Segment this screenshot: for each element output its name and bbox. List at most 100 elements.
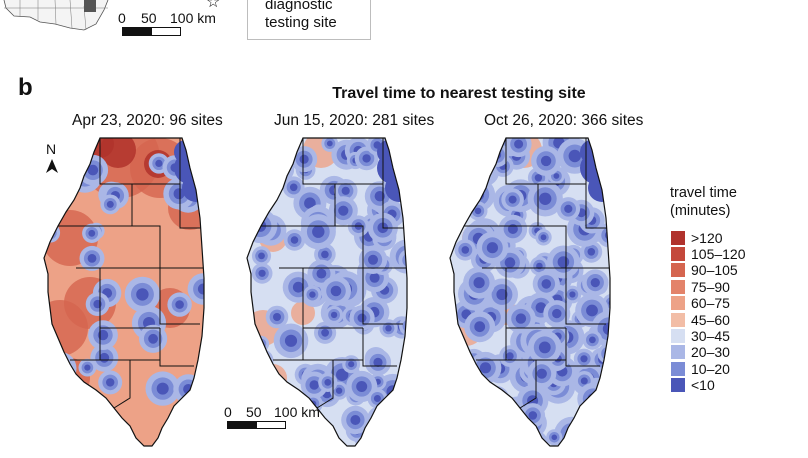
top-scale-tick-0: 0 — [118, 10, 126, 26]
testing-site-coverage — [505, 442, 514, 451]
testing-site-coverage — [290, 424, 298, 432]
legend-label: 60–75 — [691, 295, 730, 311]
testing-site-coverage — [50, 180, 74, 204]
testing-site-coverage — [591, 278, 600, 287]
testing-site-coverage — [564, 205, 572, 213]
testing-site-coverage — [300, 155, 309, 164]
testing-site-coverage — [456, 363, 475, 382]
testing-site-coverage — [579, 410, 591, 422]
testing-site-coverage — [64, 441, 70, 447]
legend-label: 45–60 — [691, 312, 730, 328]
testing-site-coverage — [255, 353, 269, 367]
testing-site-coverage — [182, 415, 199, 432]
legend-swatch — [671, 263, 685, 277]
testing-site-coverage — [487, 410, 519, 442]
legend-item: 105–120 — [671, 246, 746, 261]
testing-site-coverage — [58, 188, 66, 196]
testing-site-coverage — [73, 431, 91, 449]
top-legend-text: diagnostic testing site — [265, 0, 337, 32]
testing-site-coverage — [471, 397, 483, 409]
testing-site-coverage — [59, 436, 76, 453]
testing-site-coverage — [552, 309, 561, 318]
testing-site-coverage — [105, 413, 117, 425]
legend-title: travel time (minutes) — [670, 184, 737, 220]
testing-site-coverage — [446, 141, 474, 169]
testing-site-coverage — [372, 411, 390, 429]
testing-site-coverage — [455, 150, 465, 160]
testing-site-coverage — [479, 166, 489, 176]
testing-site-coverage — [350, 415, 360, 425]
testing-site-coverage — [384, 440, 393, 449]
testing-site-coverage — [93, 300, 101, 308]
testing-site-coverage — [514, 140, 523, 149]
testing-site-coverage — [187, 420, 193, 426]
testing-site-coverage — [569, 150, 581, 162]
testing-site-coverage — [375, 426, 386, 437]
testing-site-coverage — [460, 438, 476, 454]
testing-site-coverage — [65, 401, 100, 436]
testing-site-coverage — [462, 246, 470, 254]
testing-site-coverage — [497, 420, 508, 431]
inset-us-map — [0, 0, 110, 30]
testing-site-coverage — [348, 361, 354, 367]
legend-swatch — [671, 378, 685, 392]
testing-site-coverage — [589, 337, 596, 344]
testing-site-coverage — [148, 334, 158, 344]
testing-site-coverage — [107, 201, 114, 208]
testing-site-coverage — [480, 362, 491, 373]
legend-item: 60–75 — [671, 296, 730, 311]
legend-swatch — [671, 329, 685, 343]
testing-site-coverage — [605, 231, 614, 240]
testing-site-coverage — [49, 358, 70, 379]
legend-title-line-2: (minutes) — [670, 202, 737, 220]
testing-site-coverage — [367, 406, 394, 433]
testing-site-coverage — [185, 418, 196, 429]
testing-site-coverage — [241, 381, 263, 403]
testing-site-coverage — [460, 166, 469, 175]
testing-site-coverage — [459, 386, 494, 421]
testing-site-coverage — [44, 205, 53, 214]
testing-site-coverage — [489, 412, 518, 441]
testing-site-coverage — [258, 253, 265, 260]
testing-site-coverage — [362, 154, 370, 162]
testing-site-coverage — [47, 422, 63, 438]
legend-item: <10 — [671, 378, 715, 393]
testing-site-coverage — [380, 411, 402, 433]
testing-site-coverage — [492, 394, 501, 403]
testing-site-coverage — [478, 162, 488, 172]
testing-site-coverage — [591, 393, 603, 405]
testing-site-coverage — [324, 379, 331, 386]
testing-site-coverage — [598, 344, 618, 364]
testing-site-coverage — [459, 410, 468, 419]
testing-site-coverage — [77, 413, 89, 425]
testing-site-coverage — [594, 143, 603, 152]
testing-site-coverage — [71, 408, 94, 431]
testing-site-coverage — [62, 439, 73, 450]
illinois-map-oct — [446, 128, 656, 458]
testing-site-coverage — [459, 367, 471, 379]
testing-site-coverage — [455, 406, 472, 423]
testing-site-coverage — [457, 163, 473, 179]
testing-site-coverage — [402, 253, 417, 268]
testing-site-coverage — [464, 429, 477, 442]
testing-site-coverage — [444, 417, 469, 442]
testing-site-coverage — [47, 440, 62, 455]
testing-site-coverage — [403, 320, 416, 333]
testing-site-coverage — [392, 151, 414, 173]
legend-item: 20–30 — [671, 345, 730, 360]
testing-site-coverage — [248, 388, 256, 396]
testing-site-coverage — [270, 183, 276, 189]
testing-site-coverage — [321, 329, 329, 337]
legend-swatch — [671, 231, 685, 245]
testing-site-coverage — [509, 196, 517, 204]
testing-site-coverage — [385, 325, 391, 331]
testing-site-coverage — [488, 390, 505, 407]
testing-site-coverage — [506, 352, 514, 360]
testing-site-coverage — [449, 367, 468, 386]
testing-site-coverage — [44, 352, 77, 385]
testing-site-coverage — [342, 187, 350, 195]
testing-site-coverage — [560, 423, 583, 446]
testing-site-coverage — [541, 156, 551, 166]
testing-site-coverage — [583, 388, 604, 409]
testing-site-coverage — [539, 342, 551, 354]
